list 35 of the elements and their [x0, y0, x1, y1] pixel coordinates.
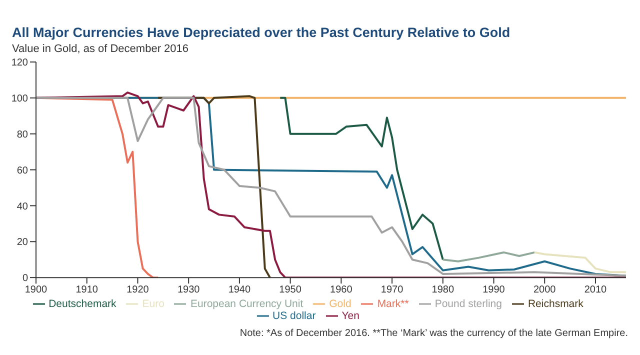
line-series [279, 96, 444, 261]
y-tick-label: 60 [16, 165, 28, 176]
legend-label: Euro [142, 298, 164, 310]
text: Note: *As of December 2016. **The ‘Mark’ was the currency of the late German Empire. [240, 328, 628, 339]
x-tick-label: 1960 [330, 284, 353, 296]
legend-label: Pound sterling [434, 298, 502, 310]
legend-label: European Currency Unit [190, 298, 304, 310]
line-series [533, 251, 626, 274]
y-tick-label: 20 [16, 237, 28, 248]
y-tick-label: 0 [22, 273, 28, 284]
y-tick-label: 40 [16, 201, 28, 212]
x-tick-label: 1990 [482, 284, 506, 296]
y-tick-label: 100 [11, 93, 28, 104]
y-tick-label: 80 [16, 129, 28, 140]
x-tick-label: 2010 [584, 284, 608, 296]
legend-label: Yen [342, 310, 360, 322]
legend-label: Gold [329, 298, 352, 310]
legend-label: Mark** [377, 298, 409, 310]
line-series [157, 95, 271, 278]
x-tick-label: 1920 [126, 284, 150, 296]
x-tick-label: 1970 [380, 284, 404, 296]
legend-label: Reichsmark [528, 298, 584, 310]
x-tick-label: 1930 [177, 284, 200, 296]
x-tick-label: 1900 [24, 284, 48, 296]
x-tick-label: 1940 [228, 284, 252, 296]
line-series [442, 251, 536, 262]
y-tick-label: 120 [11, 58, 28, 69]
legend-label: Deutschemark [48, 298, 116, 310]
chart-title: All Major Currencies Have Depreciated over the Past Century Relative to Gold [12, 25, 510, 40]
x-tick-label: 1910 [76, 284, 98, 296]
x-tick-label: 1950 [279, 284, 302, 296]
legend-label: US dollar [272, 310, 316, 322]
x-tick-label: 2000 [533, 284, 556, 296]
chart-subtitle: Value in Gold, as of December 2016 [12, 43, 189, 55]
x-tick-label: 1980 [432, 284, 454, 296]
